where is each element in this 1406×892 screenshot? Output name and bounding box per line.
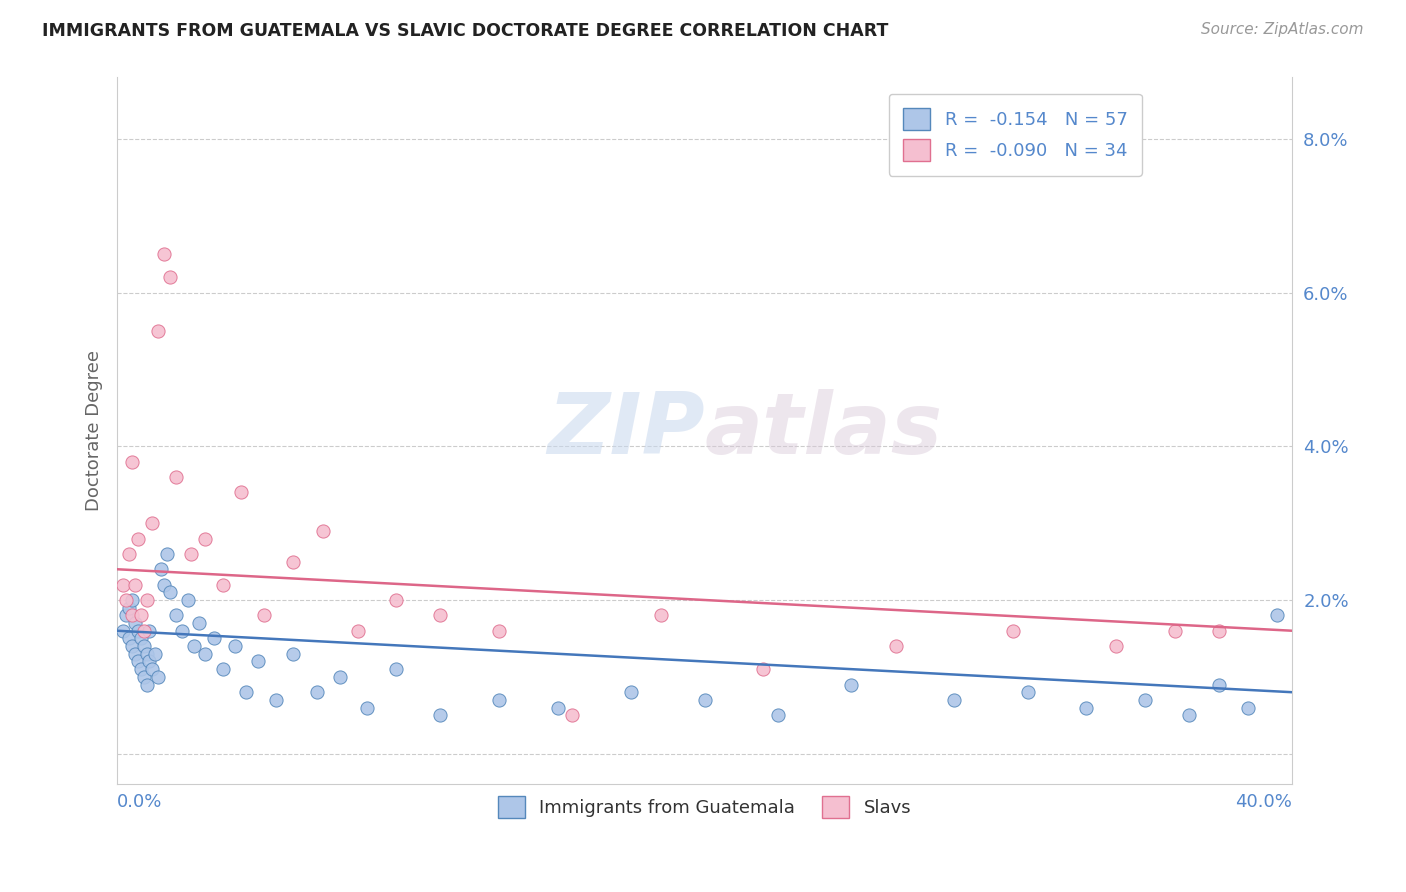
Point <box>1178 708 1201 723</box>
Point <box>356 700 378 714</box>
Point <box>115 608 138 623</box>
Point <box>235 685 257 699</box>
Point <box>429 708 451 723</box>
Point <box>112 577 135 591</box>
Text: ZIP: ZIP <box>547 390 704 473</box>
Point <box>135 647 157 661</box>
Point <box>156 547 179 561</box>
Point <box>121 593 143 607</box>
Point <box>229 485 252 500</box>
Point <box>115 593 138 607</box>
Point <box>127 624 149 638</box>
Point <box>118 632 141 646</box>
Point <box>264 693 287 707</box>
Point <box>1135 693 1157 707</box>
Point <box>1017 685 1039 699</box>
Point <box>194 647 217 661</box>
Point <box>118 547 141 561</box>
Point <box>202 632 225 646</box>
Point <box>153 577 176 591</box>
Point <box>148 324 170 338</box>
Point <box>283 555 305 569</box>
Point <box>329 670 352 684</box>
Point <box>138 624 160 638</box>
Point <box>1076 700 1098 714</box>
Point <box>488 624 510 638</box>
Point <box>943 693 966 707</box>
Point <box>132 639 155 653</box>
Point <box>884 639 907 653</box>
Point <box>138 655 160 669</box>
Point <box>129 632 152 646</box>
Text: IMMIGRANTS FROM GUATEMALA VS SLAVIC DOCTORATE DEGREE CORRELATION CHART: IMMIGRANTS FROM GUATEMALA VS SLAVIC DOCT… <box>42 22 889 40</box>
Point <box>124 615 146 630</box>
Point <box>488 693 510 707</box>
Point <box>212 662 235 676</box>
Point <box>145 647 167 661</box>
Point <box>127 655 149 669</box>
Point <box>118 600 141 615</box>
Point <box>1163 624 1185 638</box>
Point <box>153 247 176 261</box>
Point <box>141 662 163 676</box>
Point <box>1237 700 1260 714</box>
Point <box>347 624 370 638</box>
Point <box>247 655 270 669</box>
Point <box>141 516 163 530</box>
Point <box>212 577 235 591</box>
Text: 40.0%: 40.0% <box>1236 793 1292 811</box>
Point <box>159 270 181 285</box>
Point <box>385 662 408 676</box>
Point <box>693 693 716 707</box>
Point <box>429 608 451 623</box>
Point <box>194 532 217 546</box>
Point <box>188 615 211 630</box>
Point <box>129 662 152 676</box>
Point <box>305 685 328 699</box>
Point <box>121 455 143 469</box>
Point <box>159 585 181 599</box>
Point <box>112 624 135 638</box>
Point <box>124 577 146 591</box>
Point <box>752 662 775 676</box>
Point <box>841 677 863 691</box>
Point <box>180 547 202 561</box>
Point <box>253 608 276 623</box>
Point <box>135 677 157 691</box>
Point <box>124 647 146 661</box>
Point <box>132 624 155 638</box>
Point <box>1105 639 1128 653</box>
Point <box>129 608 152 623</box>
Point <box>121 608 143 623</box>
Point <box>312 524 335 538</box>
Point <box>1267 608 1289 623</box>
Point <box>1208 677 1230 691</box>
Point <box>176 593 198 607</box>
Text: 0.0%: 0.0% <box>117 793 163 811</box>
Text: atlas: atlas <box>704 390 943 473</box>
Point <box>1208 624 1230 638</box>
Point <box>766 708 789 723</box>
Point <box>127 532 149 546</box>
Point <box>121 639 143 653</box>
Text: Source: ZipAtlas.com: Source: ZipAtlas.com <box>1201 22 1364 37</box>
Point <box>132 670 155 684</box>
Point <box>561 708 583 723</box>
Point <box>547 700 569 714</box>
Point <box>620 685 643 699</box>
Point <box>135 593 157 607</box>
Point <box>650 608 672 623</box>
Point <box>183 639 205 653</box>
Point <box>283 647 305 661</box>
Y-axis label: Doctorate Degree: Doctorate Degree <box>86 351 103 511</box>
Point <box>224 639 246 653</box>
Point <box>148 670 170 684</box>
Legend: Immigrants from Guatemala, Slavs: Immigrants from Guatemala, Slavs <box>491 789 918 825</box>
Point <box>165 470 187 484</box>
Point <box>1002 624 1025 638</box>
Point <box>385 593 408 607</box>
Point <box>150 562 173 576</box>
Point <box>170 624 193 638</box>
Point <box>165 608 187 623</box>
